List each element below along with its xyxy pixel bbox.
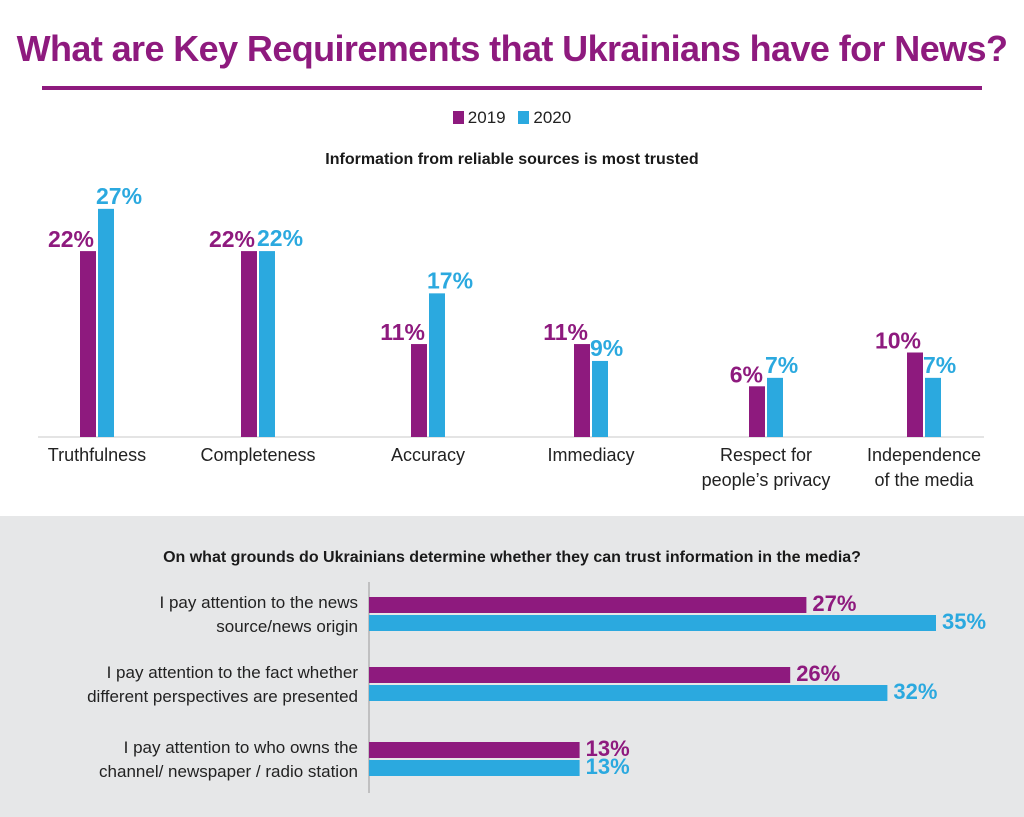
value-label-2019: 22% bbox=[209, 226, 255, 252]
page-title: What are Key Requirements that Ukrainian… bbox=[16, 28, 1008, 69]
bar-2019 bbox=[411, 344, 427, 437]
title-rule bbox=[42, 86, 982, 90]
legend-item-2020: 2020 bbox=[518, 108, 571, 128]
hbar-2019 bbox=[369, 597, 807, 613]
value-label-2019: 11% bbox=[543, 319, 588, 345]
bar-2019 bbox=[574, 344, 590, 437]
bar-2019 bbox=[80, 251, 96, 437]
bar-2019 bbox=[907, 352, 923, 437]
bar-2020 bbox=[259, 251, 275, 437]
bar-2020 bbox=[592, 360, 608, 437]
legend-label-2019: 2019 bbox=[467, 108, 506, 127]
vertical-chart-title: Information from reliable sources is mos… bbox=[325, 151, 698, 168]
bar-2020 bbox=[767, 377, 783, 437]
hcategory-label: different perspectives are presented bbox=[87, 687, 358, 706]
hbar-2019 bbox=[369, 742, 580, 758]
hbar-2020 bbox=[369, 760, 580, 776]
value-label-2020: 9% bbox=[590, 335, 623, 361]
legend-item-2019: 2019 bbox=[452, 108, 506, 128]
value-label-2019: 6% bbox=[730, 361, 763, 387]
hcategory-label: I pay attention to who owns the bbox=[124, 738, 358, 757]
hcategory-label: I pay attention to the news bbox=[160, 593, 358, 612]
value-label-2019: 11% bbox=[380, 319, 425, 345]
hvalue-label-2020: 32% bbox=[893, 679, 937, 704]
category-label: Respect for bbox=[720, 445, 812, 465]
category-label: people’s privacy bbox=[702, 470, 831, 490]
legend: 2019 2020 bbox=[0, 108, 1024, 128]
value-label-2019: 22% bbox=[48, 226, 94, 252]
horizontal-chart-title: On what grounds do Ukrainians determine … bbox=[163, 549, 861, 566]
category-label: of the media bbox=[874, 470, 974, 490]
category-label: Independence bbox=[867, 445, 981, 465]
bar-2020 bbox=[429, 293, 445, 437]
legend-swatch-2019 bbox=[452, 111, 464, 124]
category-label: Accuracy bbox=[391, 445, 465, 465]
hbar-2020 bbox=[369, 615, 936, 631]
value-label-2020: 27% bbox=[96, 183, 142, 209]
value-label-2020: 17% bbox=[427, 267, 473, 293]
hvalue-label-2019: 27% bbox=[812, 591, 856, 616]
hvalue-label-2019: 26% bbox=[796, 661, 840, 686]
category-label: Immediacy bbox=[547, 445, 634, 465]
bar-2019 bbox=[241, 251, 257, 437]
bar-2019 bbox=[749, 386, 765, 437]
hvalue-label-2020: 13% bbox=[586, 754, 630, 779]
hvalue-label-2019: 13% bbox=[586, 736, 630, 761]
value-label-2020: 22% bbox=[257, 225, 303, 251]
legend-swatch-2020 bbox=[518, 111, 530, 124]
hcategory-label: channel/ newspaper / radio station bbox=[99, 762, 358, 781]
hvalue-label-2020: 35% bbox=[942, 609, 986, 634]
category-label: Truthfulness bbox=[48, 445, 146, 465]
bar-2020 bbox=[98, 208, 114, 437]
value-label-2020: 7% bbox=[923, 352, 956, 378]
legend-label-2020: 2020 bbox=[533, 108, 572, 127]
hcategory-label: source/news origin bbox=[216, 617, 358, 636]
category-label: Completeness bbox=[200, 445, 315, 465]
hbar-2020 bbox=[369, 685, 888, 701]
bar-2020 bbox=[925, 377, 941, 437]
hbar-2019 bbox=[369, 667, 791, 683]
value-label-2019: 10% bbox=[875, 328, 921, 354]
value-label-2020: 7% bbox=[765, 352, 798, 378]
hcategory-label: I pay attention to the fact whether bbox=[107, 663, 359, 682]
